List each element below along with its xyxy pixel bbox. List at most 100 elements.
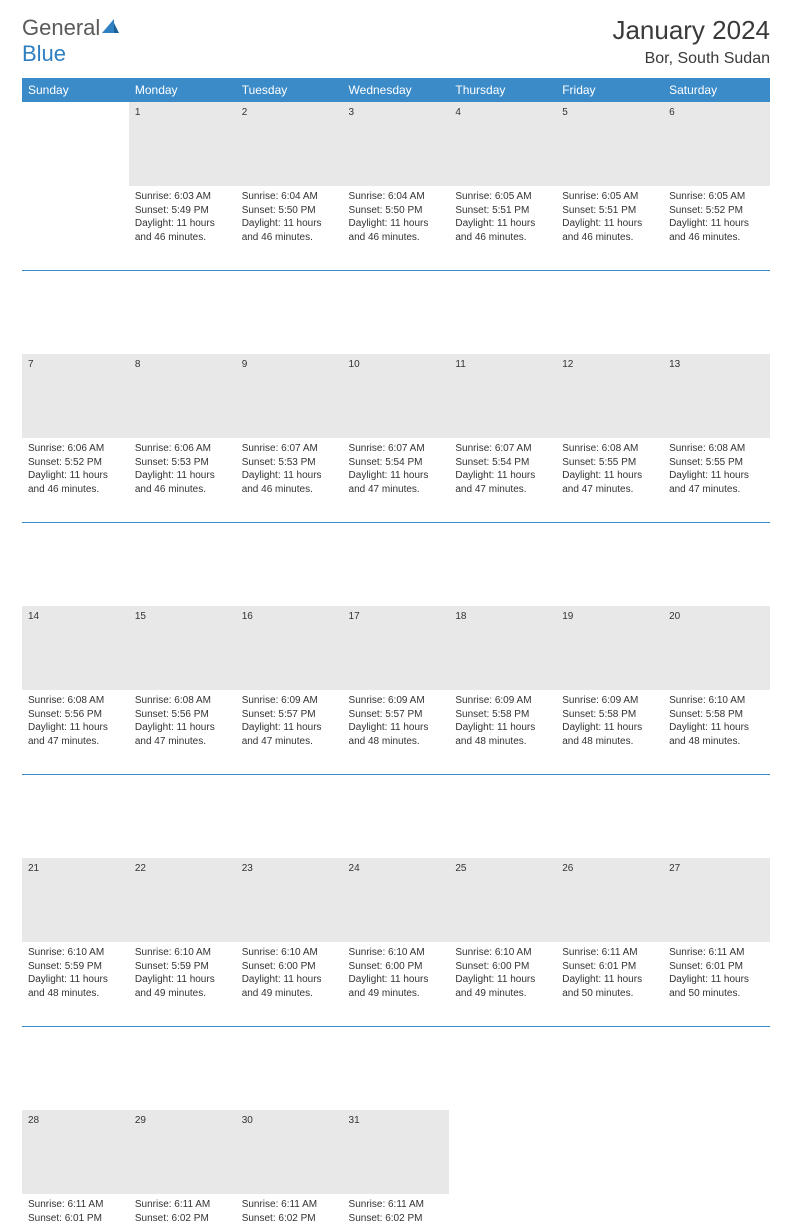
day-number — [449, 1110, 556, 1194]
weekday-header: Saturday — [663, 78, 770, 102]
week-separator — [22, 270, 770, 354]
header: GeneralBlue January 2024 Bor, South Suda… — [22, 15, 770, 68]
day2-text: and 47 minutes. — [455, 483, 550, 497]
day-number-row: 21222324252627 — [22, 858, 770, 942]
brand-part2: Blue — [22, 41, 66, 66]
week-content-row: Sunrise: 6:03 AMSunset: 5:49 PMDaylight:… — [22, 186, 770, 270]
day-number: 5 — [556, 102, 663, 186]
day2-text: and 46 minutes. — [562, 231, 657, 245]
day-cell: Sunrise: 6:10 AMSunset: 5:59 PMDaylight:… — [22, 942, 129, 1026]
day-cell — [22, 186, 129, 270]
day2-text: and 49 minutes. — [349, 987, 444, 1001]
day-cell: Sunrise: 6:08 AMSunset: 5:56 PMDaylight:… — [129, 690, 236, 774]
day-number: 16 — [236, 606, 343, 690]
week-content-row: Sunrise: 6:06 AMSunset: 5:52 PMDaylight:… — [22, 438, 770, 522]
day-cell: Sunrise: 6:05 AMSunset: 5:51 PMDaylight:… — [556, 186, 663, 270]
day1-text: Daylight: 11 hours — [349, 217, 444, 231]
day-number: 15 — [129, 606, 236, 690]
week-separator — [22, 1026, 770, 1110]
sunrise-text: Sunrise: 6:08 AM — [669, 442, 764, 456]
day2-text: and 46 minutes. — [135, 483, 230, 497]
sunset-text: Sunset: 6:00 PM — [455, 960, 550, 974]
brand-sail-icon — [100, 15, 120, 41]
sunrise-text: Sunrise: 6:11 AM — [562, 946, 657, 960]
sunset-text: Sunset: 5:51 PM — [562, 204, 657, 218]
weekday-header-row: SundayMondayTuesdayWednesdayThursdayFrid… — [22, 78, 770, 102]
day-cell: Sunrise: 6:11 AMSunset: 6:02 PMDaylight:… — [236, 1194, 343, 1224]
sunrise-text: Sunrise: 6:04 AM — [242, 190, 337, 204]
day-number — [22, 102, 129, 186]
day-number: 13 — [663, 354, 770, 438]
day-cell: Sunrise: 6:10 AMSunset: 5:59 PMDaylight:… — [129, 942, 236, 1026]
day1-text: Daylight: 11 hours — [669, 469, 764, 483]
day1-text: Daylight: 11 hours — [242, 469, 337, 483]
day1-text: Daylight: 11 hours — [562, 721, 657, 735]
day2-text: and 48 minutes. — [562, 735, 657, 749]
day-number-row: 28293031 — [22, 1110, 770, 1194]
sunrise-text: Sunrise: 6:11 AM — [242, 1198, 337, 1212]
day1-text: Daylight: 11 hours — [455, 217, 550, 231]
day-cell: Sunrise: 6:07 AMSunset: 5:53 PMDaylight:… — [236, 438, 343, 522]
day-number: 9 — [236, 354, 343, 438]
day-number: 7 — [22, 354, 129, 438]
sunset-text: Sunset: 6:00 PM — [242, 960, 337, 974]
day1-text: Daylight: 11 hours — [455, 721, 550, 735]
sunset-text: Sunset: 6:01 PM — [28, 1212, 123, 1224]
day2-text: and 46 minutes. — [669, 231, 764, 245]
day2-text: and 48 minutes. — [349, 735, 444, 749]
day-cell — [663, 1194, 770, 1224]
day-number: 18 — [449, 606, 556, 690]
day-number-row: 14151617181920 — [22, 606, 770, 690]
day-number: 17 — [343, 606, 450, 690]
day2-text: and 47 minutes. — [669, 483, 764, 497]
sunset-text: Sunset: 5:56 PM — [135, 708, 230, 722]
day2-text: and 50 minutes. — [562, 987, 657, 1001]
sunset-text: Sunset: 5:59 PM — [28, 960, 123, 974]
day1-text: Daylight: 11 hours — [562, 973, 657, 987]
day-number: 3 — [343, 102, 450, 186]
day1-text: Daylight: 11 hours — [28, 973, 123, 987]
day-cell: Sunrise: 6:06 AMSunset: 5:53 PMDaylight:… — [129, 438, 236, 522]
sunset-text: Sunset: 6:02 PM — [349, 1212, 444, 1224]
sunrise-text: Sunrise: 6:09 AM — [455, 694, 550, 708]
day1-text: Daylight: 11 hours — [242, 217, 337, 231]
day-cell: Sunrise: 6:05 AMSunset: 5:52 PMDaylight:… — [663, 186, 770, 270]
week-content-row: Sunrise: 6:08 AMSunset: 5:56 PMDaylight:… — [22, 690, 770, 774]
day2-text: and 49 minutes. — [455, 987, 550, 1001]
day1-text: Daylight: 11 hours — [669, 721, 764, 735]
day-number-row: 123456 — [22, 102, 770, 186]
day-number: 28 — [22, 1110, 129, 1194]
day1-text: Daylight: 11 hours — [562, 217, 657, 231]
day-cell: Sunrise: 6:04 AMSunset: 5:50 PMDaylight:… — [236, 186, 343, 270]
sunset-text: Sunset: 5:54 PM — [455, 456, 550, 470]
day1-text: Daylight: 11 hours — [135, 721, 230, 735]
day1-text: Daylight: 11 hours — [135, 973, 230, 987]
day1-text: Daylight: 11 hours — [28, 469, 123, 483]
sunset-text: Sunset: 5:58 PM — [562, 708, 657, 722]
day1-text: Daylight: 11 hours — [349, 973, 444, 987]
sunrise-text: Sunrise: 6:11 AM — [349, 1198, 444, 1212]
day-number: 23 — [236, 858, 343, 942]
day2-text: and 46 minutes. — [242, 231, 337, 245]
sunrise-text: Sunrise: 6:11 AM — [669, 946, 764, 960]
sunrise-text: Sunrise: 6:05 AM — [562, 190, 657, 204]
sunset-text: Sunset: 5:55 PM — [562, 456, 657, 470]
sunrise-text: Sunrise: 6:05 AM — [455, 190, 550, 204]
sunrise-text: Sunrise: 6:08 AM — [562, 442, 657, 456]
day-number: 25 — [449, 858, 556, 942]
day2-text: and 48 minutes. — [455, 735, 550, 749]
day-number: 22 — [129, 858, 236, 942]
day1-text: Daylight: 11 hours — [242, 721, 337, 735]
day-number: 4 — [449, 102, 556, 186]
sunset-text: Sunset: 5:52 PM — [28, 456, 123, 470]
weekday-header: Tuesday — [236, 78, 343, 102]
sunset-text: Sunset: 6:02 PM — [135, 1212, 230, 1224]
sunrise-text: Sunrise: 6:08 AM — [28, 694, 123, 708]
day1-text: Daylight: 11 hours — [135, 217, 230, 231]
sunset-text: Sunset: 5:50 PM — [242, 204, 337, 218]
day-number: 1 — [129, 102, 236, 186]
day-cell: Sunrise: 6:10 AMSunset: 6:00 PMDaylight:… — [343, 942, 450, 1026]
day-number: 26 — [556, 858, 663, 942]
brand-logo: GeneralBlue — [22, 15, 120, 67]
day2-text: and 46 minutes. — [28, 483, 123, 497]
